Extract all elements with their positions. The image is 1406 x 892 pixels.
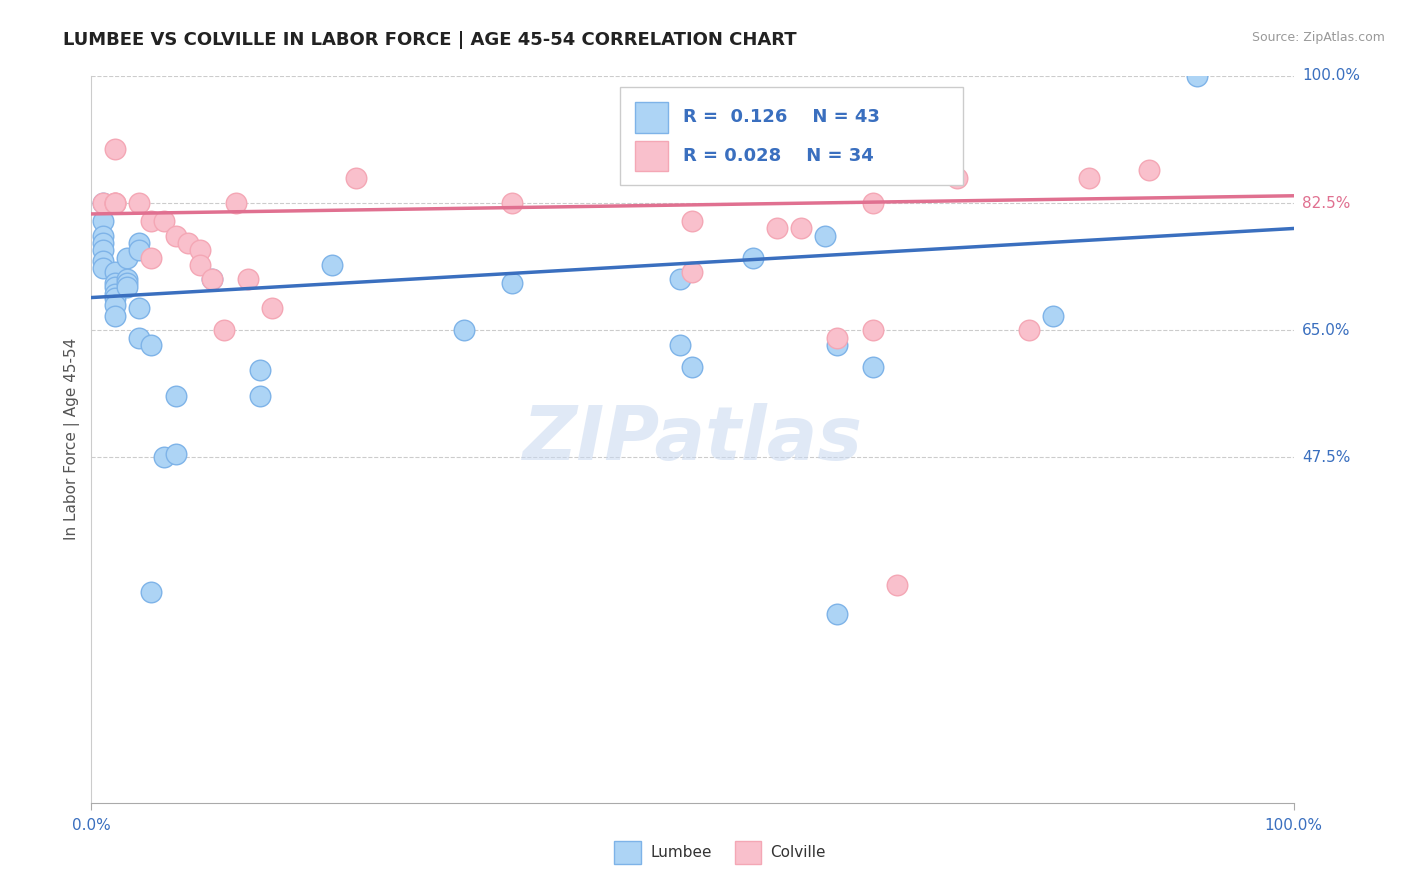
- Point: [141, 338, 163, 352]
- Point: [93, 196, 115, 211]
- Text: Source: ZipAtlas.com: Source: ZipAtlas.com: [1251, 31, 1385, 45]
- Point: [321, 258, 343, 272]
- Point: [862, 359, 884, 374]
- Point: [152, 450, 174, 465]
- Point: [93, 214, 115, 228]
- Text: 82.5%: 82.5%: [1302, 195, 1350, 211]
- Point: [669, 272, 692, 286]
- Point: [862, 196, 884, 211]
- Point: [681, 163, 703, 178]
- Point: [104, 309, 127, 323]
- Point: [1137, 163, 1160, 178]
- Point: [117, 279, 139, 293]
- Point: [886, 578, 908, 592]
- Text: 65.0%: 65.0%: [1302, 323, 1350, 338]
- Text: 100.0%: 100.0%: [1302, 69, 1360, 83]
- Point: [862, 323, 884, 337]
- Point: [1187, 69, 1209, 83]
- Point: [141, 214, 163, 228]
- Point: [188, 258, 211, 272]
- Point: [236, 272, 259, 286]
- Point: [1018, 323, 1040, 337]
- Point: [128, 196, 150, 211]
- Point: [104, 298, 127, 312]
- Point: [825, 330, 848, 344]
- Point: [212, 323, 235, 337]
- Point: [946, 170, 969, 185]
- Point: [128, 235, 150, 250]
- Point: [681, 359, 703, 374]
- Text: R =  0.126    N = 43: R = 0.126 N = 43: [683, 108, 880, 127]
- Text: R = 0.028    N = 34: R = 0.028 N = 34: [683, 147, 873, 165]
- Point: [141, 251, 163, 265]
- Point: [1078, 170, 1101, 185]
- Point: [104, 291, 127, 305]
- Bar: [634, 102, 668, 133]
- Point: [765, 221, 787, 235]
- Point: [104, 196, 127, 211]
- Point: [93, 254, 115, 268]
- Bar: [634, 141, 668, 171]
- Point: [117, 272, 139, 286]
- Point: [201, 272, 224, 286]
- Point: [669, 127, 692, 141]
- Point: [188, 244, 211, 258]
- Point: [681, 265, 703, 279]
- Point: [825, 607, 848, 621]
- Point: [104, 196, 127, 211]
- Point: [128, 301, 150, 316]
- Point: [225, 196, 247, 211]
- Point: [1042, 309, 1064, 323]
- Text: Lumbee: Lumbee: [651, 845, 711, 860]
- Point: [93, 261, 115, 276]
- Point: [501, 196, 523, 211]
- Text: Colville: Colville: [770, 845, 827, 860]
- Point: [176, 235, 198, 250]
- Point: [128, 244, 150, 258]
- Point: [344, 170, 367, 185]
- Point: [93, 244, 115, 258]
- Text: LUMBEE VS COLVILLE IN LABOR FORCE | AGE 45-54 CORRELATION CHART: LUMBEE VS COLVILLE IN LABOR FORCE | AGE …: [63, 31, 797, 49]
- Point: [93, 235, 115, 250]
- Point: [165, 228, 187, 243]
- Point: [814, 228, 837, 243]
- Point: [104, 287, 127, 301]
- Point: [104, 276, 127, 290]
- Point: [152, 214, 174, 228]
- Point: [117, 251, 139, 265]
- Text: 47.5%: 47.5%: [1302, 450, 1350, 465]
- Bar: [614, 840, 641, 863]
- Point: [741, 251, 763, 265]
- Bar: [620, 87, 963, 185]
- Point: [165, 447, 187, 461]
- Point: [453, 323, 475, 337]
- Text: ZIPatlas: ZIPatlas: [523, 403, 862, 475]
- Point: [128, 330, 150, 344]
- Point: [104, 265, 127, 279]
- Point: [825, 338, 848, 352]
- Point: [104, 141, 127, 155]
- Point: [117, 276, 139, 290]
- Point: [789, 221, 811, 235]
- Point: [93, 228, 115, 243]
- Point: [260, 301, 283, 316]
- Point: [249, 363, 271, 377]
- Point: [141, 585, 163, 599]
- Point: [93, 196, 115, 211]
- Point: [501, 276, 523, 290]
- Point: [669, 338, 692, 352]
- Point: [104, 279, 127, 293]
- Bar: [734, 840, 761, 863]
- Y-axis label: In Labor Force | Age 45-54: In Labor Force | Age 45-54: [65, 338, 80, 541]
- Point: [249, 389, 271, 403]
- Point: [104, 196, 127, 211]
- Point: [201, 272, 224, 286]
- Point: [681, 214, 703, 228]
- Point: [165, 389, 187, 403]
